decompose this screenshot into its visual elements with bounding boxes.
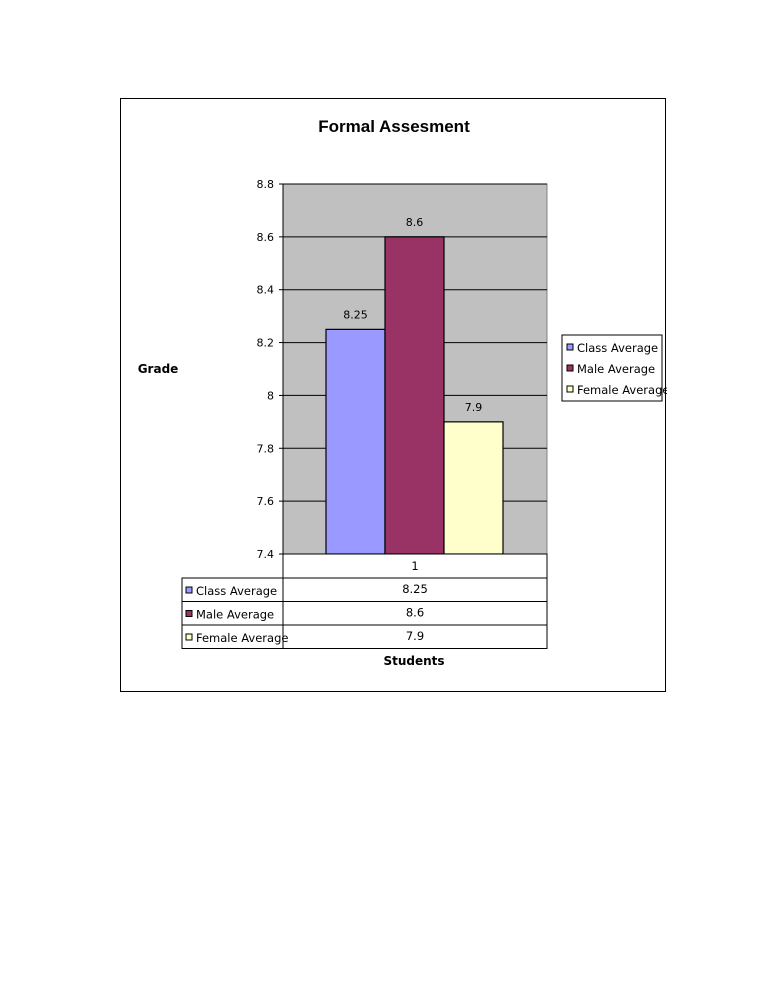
y-tick-label: 8.8 [257, 178, 275, 191]
y-axis-title: Grade [138, 362, 179, 376]
plot-area: 7.4 7.6 7.8 8 8.2 8.4 8.6 8.8 8.25 8.6 7.9 [257, 178, 548, 561]
y-tick-label: 8.4 [257, 284, 275, 297]
y-tick-label: 8.6 [257, 231, 275, 244]
table-legend-key [185, 586, 193, 594]
y-tick-label: 8.2 [257, 337, 275, 350]
table-legend-key [185, 610, 193, 617]
data-label: 8.6 [406, 216, 424, 229]
bar-male-average [384, 236, 445, 555]
table-legend-key [185, 633, 193, 641]
data-table: 1 Class Average 8.25 Male Average 8.6 Female … [181, 553, 548, 649]
chart-frame: Formal Assesment Grade Students 7.4 7.6 7.… [120, 98, 667, 692]
legend-label: Class Average [577, 341, 658, 355]
chart-title: Formal Assesment [318, 117, 470, 136]
data-label: 8.25 [343, 308, 368, 321]
table-row-value: 8.25 [402, 582, 428, 596]
legend: Class Average Male Average Female Average [561, 334, 667, 402]
y-tick-label: 7.8 [257, 442, 275, 455]
table-header-cell [282, 553, 548, 579]
legend-swatch [566, 364, 574, 372]
y-tick-label: 7.4 [257, 548, 275, 561]
legend-box [561, 334, 663, 402]
legend-swatch [566, 385, 574, 393]
table-row-value: 7.9 [406, 629, 424, 643]
table-row-label: Male Average [196, 608, 274, 622]
legend-label: Male Average [577, 362, 655, 376]
table-header-label: 1 [411, 559, 418, 573]
bar-female-average [443, 421, 504, 555]
data-label: 7.9 [465, 401, 483, 414]
table-row-value: 8.6 [406, 606, 424, 620]
table-row-label: Class Average [196, 584, 277, 598]
y-tick-label: 8 [267, 389, 274, 402]
y-tick-label: 7.6 [257, 495, 275, 508]
x-axis-title: Students [383, 654, 444, 668]
legend-label: Female Average [577, 383, 667, 397]
chart-svg: Formal Assesment Grade Students 7.47.67.… [138, 117, 667, 668]
legend-swatch [566, 343, 574, 351]
bar-class-average [325, 328, 386, 555]
table-row-label: Female Average [196, 631, 288, 645]
table-row-value-cell [282, 624, 548, 649]
